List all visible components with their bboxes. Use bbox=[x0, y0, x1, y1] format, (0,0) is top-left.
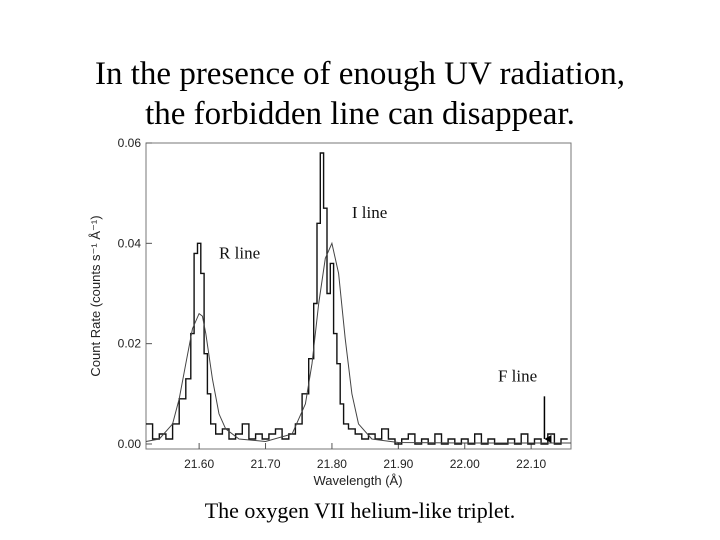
y-tick-label: 0.04 bbox=[118, 236, 142, 250]
slide-title-line-2: the forbidden line can disappear. bbox=[145, 96, 575, 132]
figure-caption: The oxygen VII helium-like triplet. bbox=[204, 498, 516, 523]
slide-title: In the presence of enough UV radiation, … bbox=[0, 54, 720, 134]
y-tick-label: 0.02 bbox=[118, 337, 142, 351]
plot-frame bbox=[145, 142, 572, 450]
x-axis-label: Wavelength (Å) bbox=[313, 473, 402, 488]
line-annotations: R line I line F line bbox=[219, 203, 552, 443]
x-tick-label: 21.60 bbox=[184, 457, 214, 471]
annotation-label: F line bbox=[498, 366, 537, 385]
y-axis-ticks: 0.00 0.02 0.04 0.06 bbox=[118, 136, 152, 451]
y-axis-label: Count Rate (counts s⁻¹ Å⁻¹) bbox=[88, 215, 103, 376]
histogram-series bbox=[146, 152, 568, 445]
x-axis-ticks: 21.60 21.70 21.80 21.90 22.00 22.10 bbox=[184, 443, 546, 471]
model-fit-series bbox=[145, 241, 571, 444]
x-tick-label: 21.80 bbox=[317, 457, 347, 471]
x-tick-label: 21.90 bbox=[383, 457, 413, 471]
annotation-label: I line bbox=[352, 203, 387, 222]
spectrum-series bbox=[145, 152, 571, 445]
x-tick-label: 22.10 bbox=[516, 457, 546, 471]
annotation-label: R line bbox=[219, 243, 260, 262]
y-tick-label: 0.06 bbox=[118, 136, 142, 150]
x-tick-label: 22.00 bbox=[450, 457, 480, 471]
x-tick-label: 21.70 bbox=[251, 457, 281, 471]
y-tick-label: 0.00 bbox=[118, 437, 142, 451]
slide-title-line-1: In the presence of enough UV radiation, bbox=[95, 56, 625, 92]
